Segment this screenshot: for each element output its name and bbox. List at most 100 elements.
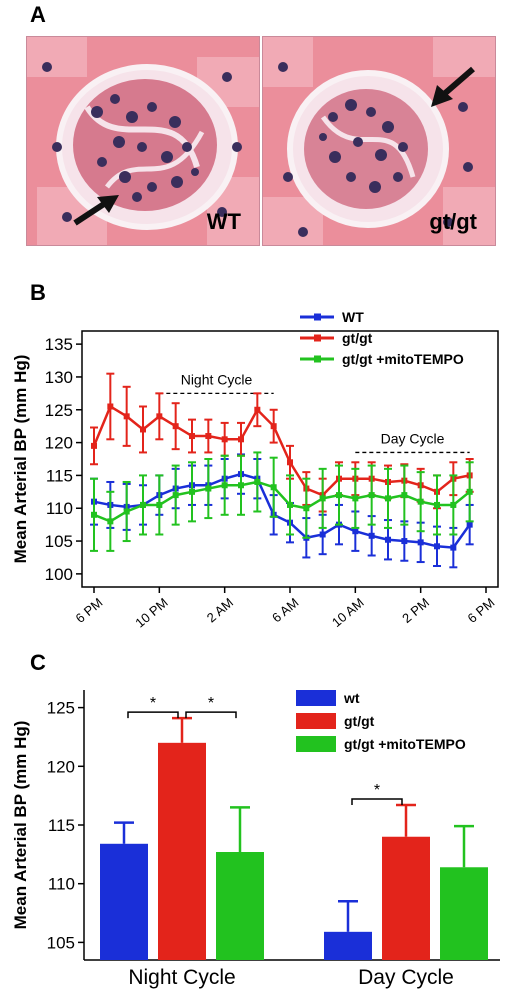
data-point <box>319 531 326 538</box>
data-point <box>189 488 195 495</box>
panel-letter-b: B <box>30 280 46 305</box>
y-tick-label: 120 <box>47 757 75 776</box>
bar-chart: 105 110 115 120 125 Mean Arterial BP (mm Hg) N… <box>11 690 500 989</box>
data-point <box>123 413 130 420</box>
legend-label: gt/gt <box>344 713 375 729</box>
data-point <box>417 539 424 546</box>
legend-marker <box>314 355 321 363</box>
series-line <box>93 472 471 549</box>
micrograph-label-wt: WT <box>206 209 241 234</box>
y-tick-label: 115 <box>46 466 73 485</box>
bar <box>382 836 430 960</box>
significance-bracket <box>185 711 237 719</box>
x-tick-label: 2 AM <box>204 595 236 626</box>
micrograph-label-gtgt: gt/gt <box>429 209 477 234</box>
data-point <box>434 501 440 508</box>
data-point <box>254 406 261 413</box>
legend-label: gt/gt +mitoTEMPO <box>344 736 466 752</box>
legend-swatch <box>296 713 336 729</box>
annotation-label: Day Cycle <box>381 430 445 446</box>
y-tick-label: 105 <box>45 532 73 551</box>
y-tick-label: 125 <box>45 401 73 420</box>
data-point <box>385 536 391 543</box>
data-point <box>189 433 195 440</box>
significance-bracket <box>351 798 403 806</box>
data-point <box>401 492 408 499</box>
legend-swatch <box>296 736 336 752</box>
data-point <box>417 498 424 505</box>
panel-letter-c: C <box>30 650 46 675</box>
data-point <box>336 492 342 499</box>
data-point <box>254 478 261 485</box>
data-point <box>450 501 457 508</box>
x-tick-label: 10 PM <box>132 595 170 631</box>
data-point <box>303 505 310 512</box>
bar <box>324 931 372 960</box>
x-tick-label: 10 AM <box>329 595 367 630</box>
y-tick-label: 130 <box>45 368 73 387</box>
data-point <box>238 482 244 489</box>
bar <box>158 742 206 960</box>
y-tick-label: 110 <box>48 875 75 894</box>
data-point <box>466 521 473 528</box>
legend-marker <box>314 334 321 342</box>
data-point <box>385 495 391 502</box>
y-tick-label: 135 <box>45 335 73 354</box>
data-point <box>123 508 130 515</box>
data-point <box>140 426 146 433</box>
legend-label: gt/gt <box>342 330 373 346</box>
data-point <box>91 511 97 518</box>
data-point <box>352 495 359 502</box>
y-tick-label: 115 <box>48 816 75 835</box>
data-point <box>434 543 440 550</box>
significance-marker: * <box>374 782 380 799</box>
data-point <box>368 492 375 499</box>
series-line <box>92 404 470 497</box>
legend-label: WT <box>342 309 364 325</box>
y-tick-label: 105 <box>47 933 75 952</box>
data-point <box>466 488 473 495</box>
data-point <box>107 518 114 525</box>
category-label: Day Cycle <box>358 966 454 989</box>
micrograph-wt-image <box>27 37 259 245</box>
bar <box>216 852 264 960</box>
micrograph-gtgt-image <box>263 37 495 245</box>
legend-label: gt/gt +mitoTEMPO <box>342 351 464 367</box>
significance-bracket <box>127 711 179 719</box>
y-tick-label: 110 <box>46 499 73 518</box>
y-tick-label: 125 <box>47 699 75 718</box>
data-point <box>352 528 359 535</box>
y-tick-label: 100 <box>45 565 73 584</box>
data-point <box>401 538 408 545</box>
data-point <box>319 495 326 502</box>
arrow-icon <box>73 195 119 226</box>
legend-marker <box>314 313 321 321</box>
x-tick-label: 6 PM <box>73 595 106 626</box>
data-point <box>287 501 293 508</box>
data-point <box>287 459 293 466</box>
data-point <box>238 436 244 443</box>
significance-marker: * <box>208 695 214 712</box>
category-label: Night Cycle <box>128 966 235 989</box>
bar <box>440 867 488 960</box>
line-chart: 100 105 110 115 120 125 130 135 6 PM 10 PM 2 AM 6 A… <box>11 309 499 631</box>
y-axis-label: Mean Arterial BP (mm Hg) <box>11 355 30 564</box>
significance-marker: * <box>150 695 156 712</box>
series-gt-gt-mitotempo <box>90 451 474 552</box>
micrograph-gtgt: gt/gt <box>262 36 496 246</box>
x-tick-label: 6 PM <box>465 595 498 626</box>
arrow-icon <box>431 66 475 107</box>
data-point <box>368 532 375 539</box>
data-point <box>156 501 163 508</box>
data-point <box>221 482 228 489</box>
data-point <box>270 484 277 491</box>
series-wt <box>90 453 474 569</box>
data-point <box>140 501 146 508</box>
data-point <box>270 423 277 430</box>
legend-label: wt <box>343 690 360 706</box>
bar <box>100 843 148 960</box>
data-point <box>205 433 212 440</box>
data-point <box>91 442 97 449</box>
data-point <box>107 403 114 410</box>
y-tick-label: 120 <box>45 434 73 453</box>
